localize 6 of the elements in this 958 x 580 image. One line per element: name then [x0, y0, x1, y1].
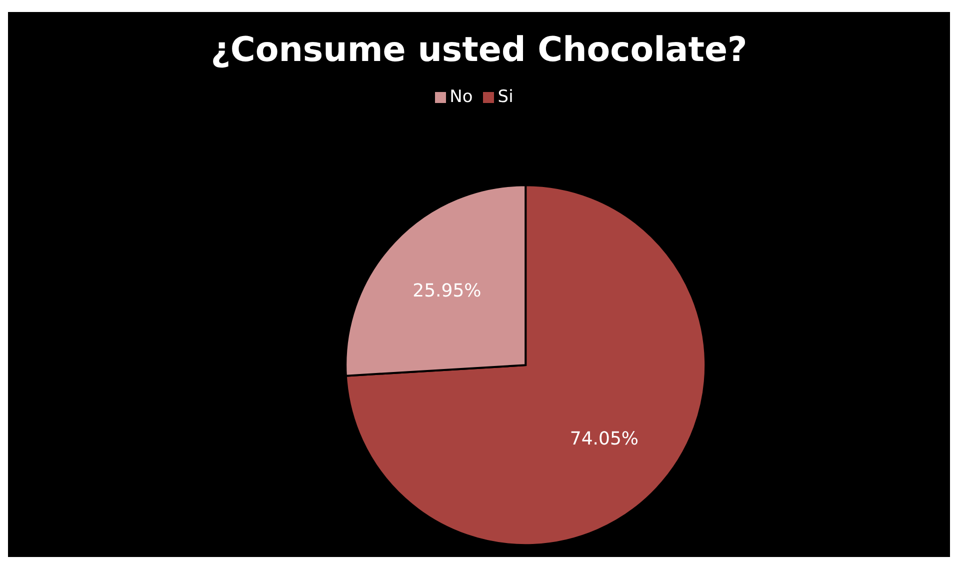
chart-title: ¿Consume usted Chocolate?	[210, 30, 748, 70]
pie-slice	[344, 184, 707, 546]
data-label: 25.95%	[412, 280, 482, 302]
legend-label: No	[450, 87, 473, 107]
data-label: 74.05%	[570, 428, 639, 450]
legend-label: Si	[498, 87, 514, 107]
